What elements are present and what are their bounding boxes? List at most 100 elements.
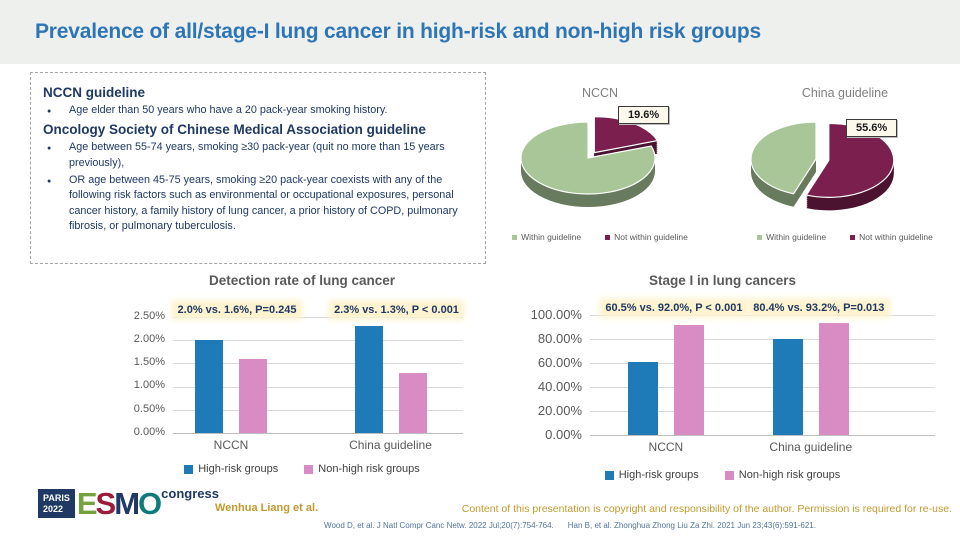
bar-non-high-risk-groups: [398, 372, 427, 433]
y-axis-tick: 2.50%: [133, 309, 165, 322]
pie-legend: Within guideline Not within guideline: [490, 232, 710, 242]
bar-legend-item: High-risk groups: [604, 469, 699, 481]
guideline-bullet: ● OR age between 45-75 years, smoking ≥20…: [43, 173, 471, 234]
pie-svg: [520, 116, 659, 207]
paris-label: PARIS: [43, 493, 70, 504]
legend-swatch: [512, 234, 518, 240]
gridline: [590, 411, 935, 412]
bar-high-risk-groups: [772, 338, 803, 435]
bar-chart-title: Detection rate of lung cancer: [208, 273, 396, 288]
plot-area: [173, 317, 463, 434]
pie-title-nccn: NCCN: [581, 86, 619, 100]
guideline-section-header: NCCN guideline: [43, 85, 146, 100]
legend-label: Non-high risk groups: [738, 469, 841, 481]
bar-chart-title: Stage I in lung cancers: [648, 273, 797, 288]
category-label: China guideline: [349, 438, 432, 452]
legend-swatch: [724, 470, 734, 480]
pie-legend-item: Within guideline: [512, 232, 581, 242]
pie-callout-nccn: 19.6%: [618, 106, 670, 124]
esmo-congress-logo: PARIS 2022 ESMO congress: [38, 486, 219, 521]
esmo-letter-o: O: [138, 486, 162, 521]
pie-legend: Within guideline Not within guideline: [730, 232, 960, 242]
legend-label: Within guideline: [521, 232, 582, 242]
pie-legend-item: Not within guideline: [850, 232, 933, 242]
legend-swatch: [304, 464, 314, 474]
bar-chart-detection-rate: Detection rate of lung cancer 2.50% 2.00%…: [128, 273, 476, 491]
guideline-bullet: ● Age elder than 50 years who have a 20 p…: [43, 103, 471, 118]
gridline: [590, 387, 935, 388]
guideline-bullet-text: Age between 55-74 years, smoking ≥30 pac…: [69, 141, 445, 169]
y-axis-tick: 0.00%: [133, 425, 165, 438]
category-label: China guideline: [769, 440, 853, 454]
legend-label: High-risk groups: [618, 469, 699, 481]
y-axis-tick: 80.00%: [537, 330, 582, 346]
guideline-bullet: ● Age between 55-74 years, smoking ≥30 pa…: [43, 140, 471, 171]
stat-annotation-text: 2.3% vs. 1.3%, P < 0.001: [332, 304, 461, 316]
gridline: [590, 435, 935, 436]
gridline: [173, 340, 463, 342]
gridline: [173, 433, 463, 434]
gridline: [590, 315, 935, 316]
legend-label: Not within guideline: [859, 232, 933, 242]
bullet-icon: ●: [47, 108, 52, 115]
guideline-bullet-text: OR age between 45-75 years, smoking ≥20 …: [69, 173, 458, 232]
bar-legend: High-risk groups Non-high risk groups: [128, 463, 476, 475]
legend-swatch: [850, 234, 856, 240]
paris-2022-badge: PARIS 2022: [38, 489, 75, 519]
legend-label: Not within guideline: [614, 232, 688, 242]
bar-legend-item: Non-high risk groups: [724, 469, 841, 481]
bar-high-risk-groups: [627, 362, 658, 435]
reference-1: Wood D, et al. J Natl Compr Canc Netw. 2…: [324, 521, 554, 530]
guideline-section-header: Oncology Society of Chinese Medical Asso…: [43, 122, 426, 138]
y-axis-tick: 20.00%: [537, 402, 582, 418]
stat-annotation-text: 80.4% vs. 93.2%, P=0.013: [751, 302, 887, 314]
y-axis-tick: 1.00%: [133, 379, 165, 392]
y-axis-tick: 1.50%: [133, 356, 165, 369]
copyright-notice: Content of this presentation is copyrigh…: [461, 503, 952, 515]
bar-legend-item: Non-high risk groups: [304, 463, 420, 475]
legend-label: Non-high risk groups: [318, 463, 420, 475]
gridline: [173, 386, 463, 388]
gridline: [173, 409, 463, 411]
stat-annotation-text: 60.5% vs. 92.0%, P < 0.001: [603, 302, 745, 314]
stat-annotation: 80.4% vs. 93.2%, P=0.013: [751, 302, 887, 314]
esmo-letter-s: S: [95, 486, 117, 521]
stat-annotation: 2.3% vs. 1.3%, P < 0.001: [332, 304, 461, 316]
pie-svg: [750, 121, 895, 211]
bar-non-high-risk-groups: [818, 323, 849, 435]
legend-swatch: [604, 470, 614, 480]
y-axis-tick: 60.00%: [537, 354, 582, 370]
pie-callout-china: 55.6%: [846, 119, 898, 137]
plot-area: [590, 315, 935, 436]
pie-chart-china: China guideline 55.6% Within guideline No…: [730, 86, 960, 248]
references: Wood D, et al. J Natl Compr Canc Netw. 2…: [190, 521, 950, 530]
bar-legend-item: High-risk groups: [184, 463, 278, 475]
gridline: [590, 363, 935, 364]
bar-chart-stage-i: Stage I in lung cancers 100.00% 80.00% 60.…: [495, 273, 950, 491]
page-title: Prevalence of all/stage-I lung cancer in…: [35, 20, 761, 43]
y-axis-tick: 2.00%: [133, 333, 165, 346]
category-label: NCCN: [648, 440, 684, 454]
pie-title-china: China guideline: [801, 86, 889, 100]
pie-legend-item: Not within guideline: [605, 232, 688, 242]
gridline: [590, 339, 935, 340]
bar-non-high-risk-groups: [239, 358, 267, 433]
gridline: [173, 317, 463, 318]
guideline-bullet-text: Age elder than 50 years who have a 20 pa…: [69, 104, 388, 116]
bar-high-risk-groups: [195, 340, 223, 433]
gridline: [173, 363, 463, 365]
congress-label: congress: [161, 486, 219, 501]
bullet-icon: ●: [47, 177, 52, 185]
legend-label: Within guideline: [766, 232, 827, 242]
legend-swatch: [605, 234, 611, 240]
y-axis-tick: 40.00%: [537, 378, 582, 394]
pie-legend-item: Within guideline: [757, 232, 826, 242]
y-axis-tick: 0.50%: [133, 402, 165, 415]
bar-high-risk-groups: [354, 326, 383, 433]
guidelines-box: NCCN guideline ● Age elder than 50 years w…: [30, 72, 486, 264]
esmo-letter-m: M: [114, 486, 140, 521]
bullet-icon: ●: [47, 145, 52, 153]
legend-swatch: [184, 464, 194, 474]
legend-swatch: [757, 234, 763, 240]
